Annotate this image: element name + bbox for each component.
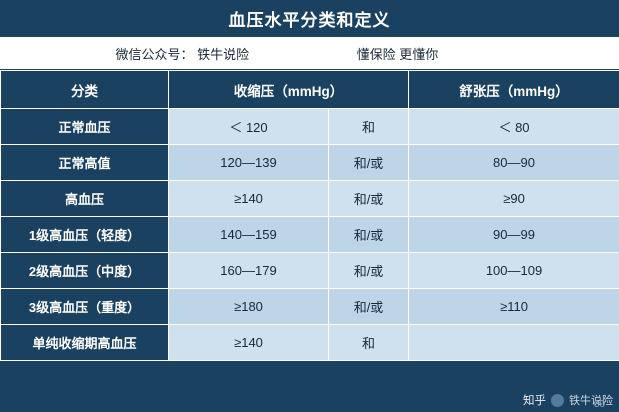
avatar [551, 393, 564, 407]
header-systolic: 收缩压（mmHg） [167, 70, 410, 109]
row-category: 1级高血压（轻度） [0, 216, 169, 253]
row-systolic: ＜ 120 [168, 108, 329, 145]
table-row: 正常高值 120—139 和/或 80—90 [0, 144, 619, 181]
row-systolic: ≥140 [168, 180, 329, 217]
row-systolic: 140—159 [168, 216, 329, 253]
page-title-bar: 血压水平分类和定义 [0, 0, 619, 36]
page-title: 血压水平分类和定义 [228, 10, 391, 30]
row-category: 单纯收缩期高血压 [0, 324, 169, 361]
row-diastolic: ≥90 [408, 180, 619, 217]
watermark-author: 铁牛说险 [569, 395, 613, 407]
row-category: 高血压 [0, 180, 169, 217]
subtitle-wechat-account: 微信公众号： 铁牛说险 [115, 46, 250, 62]
watermark-platform: 知乎 [523, 395, 546, 407]
table-row: 2级高血压（中度） 160—179 和/或 100—109 [0, 252, 619, 289]
table-row: 1级高血压（轻度） 140—159 和/或 90—99 [0, 216, 619, 253]
row-diastolic: ≥110 [408, 288, 619, 325]
row-category: 2级高血压（中度） [0, 252, 169, 289]
row-diastolic: 100—109 [408, 252, 619, 289]
row-category: 正常高值 [0, 144, 169, 181]
header-category: 分类 [0, 70, 169, 109]
table-row: 3级高血压（重度） ≥180 和/或 ≥110 [0, 288, 619, 325]
row-operator: 和/或 [327, 180, 410, 217]
table-row: 单纯收缩期高血压 ≥140 和 [0, 324, 619, 361]
row-diastolic [408, 324, 619, 361]
header-diastolic: 舒张压（mmHg） [408, 70, 619, 109]
table-header-row: 分类 收缩压（mmHg） 舒张压（mmHg） [0, 70, 619, 109]
row-systolic: 120—139 [168, 144, 329, 181]
subtitle-bar: 微信公众号： 铁牛说险 懂保险 更懂你 [0, 36, 619, 70]
row-systolic: 160—179 [168, 252, 329, 289]
page-number: 30 [593, 399, 605, 410]
row-diastolic: 80—90 [408, 144, 619, 181]
row-category: 3级高血压（重度） [0, 288, 169, 325]
row-operator: 和/或 [327, 252, 410, 289]
row-diastolic: 90—99 [408, 216, 619, 253]
row-operator: 和 [327, 324, 410, 361]
row-category: 正常血压 [0, 108, 169, 145]
row-systolic: ≥180 [168, 288, 329, 325]
row-operator: 和/或 [327, 216, 410, 253]
row-diastolic: ＜ 80 [408, 108, 619, 145]
subtitle-slogan: 懂保险 更懂你 [356, 46, 439, 62]
table-row: 高血压 ≥140 和/或 ≥90 [0, 180, 619, 217]
blood-pressure-table: 分类 收缩压（mmHg） 舒张压（mmHg） 正常血压 ＜ 120 和 ＜ 80… [0, 70, 619, 361]
watermark: 知乎 铁牛说险 [523, 392, 613, 408]
row-operator: 和 [327, 108, 410, 145]
row-operator: 和/或 [327, 288, 410, 325]
row-operator: 和/或 [327, 144, 410, 181]
table-row: 正常血压 ＜ 120 和 ＜ 80 [0, 108, 619, 145]
row-systolic: ≥140 [168, 324, 329, 361]
